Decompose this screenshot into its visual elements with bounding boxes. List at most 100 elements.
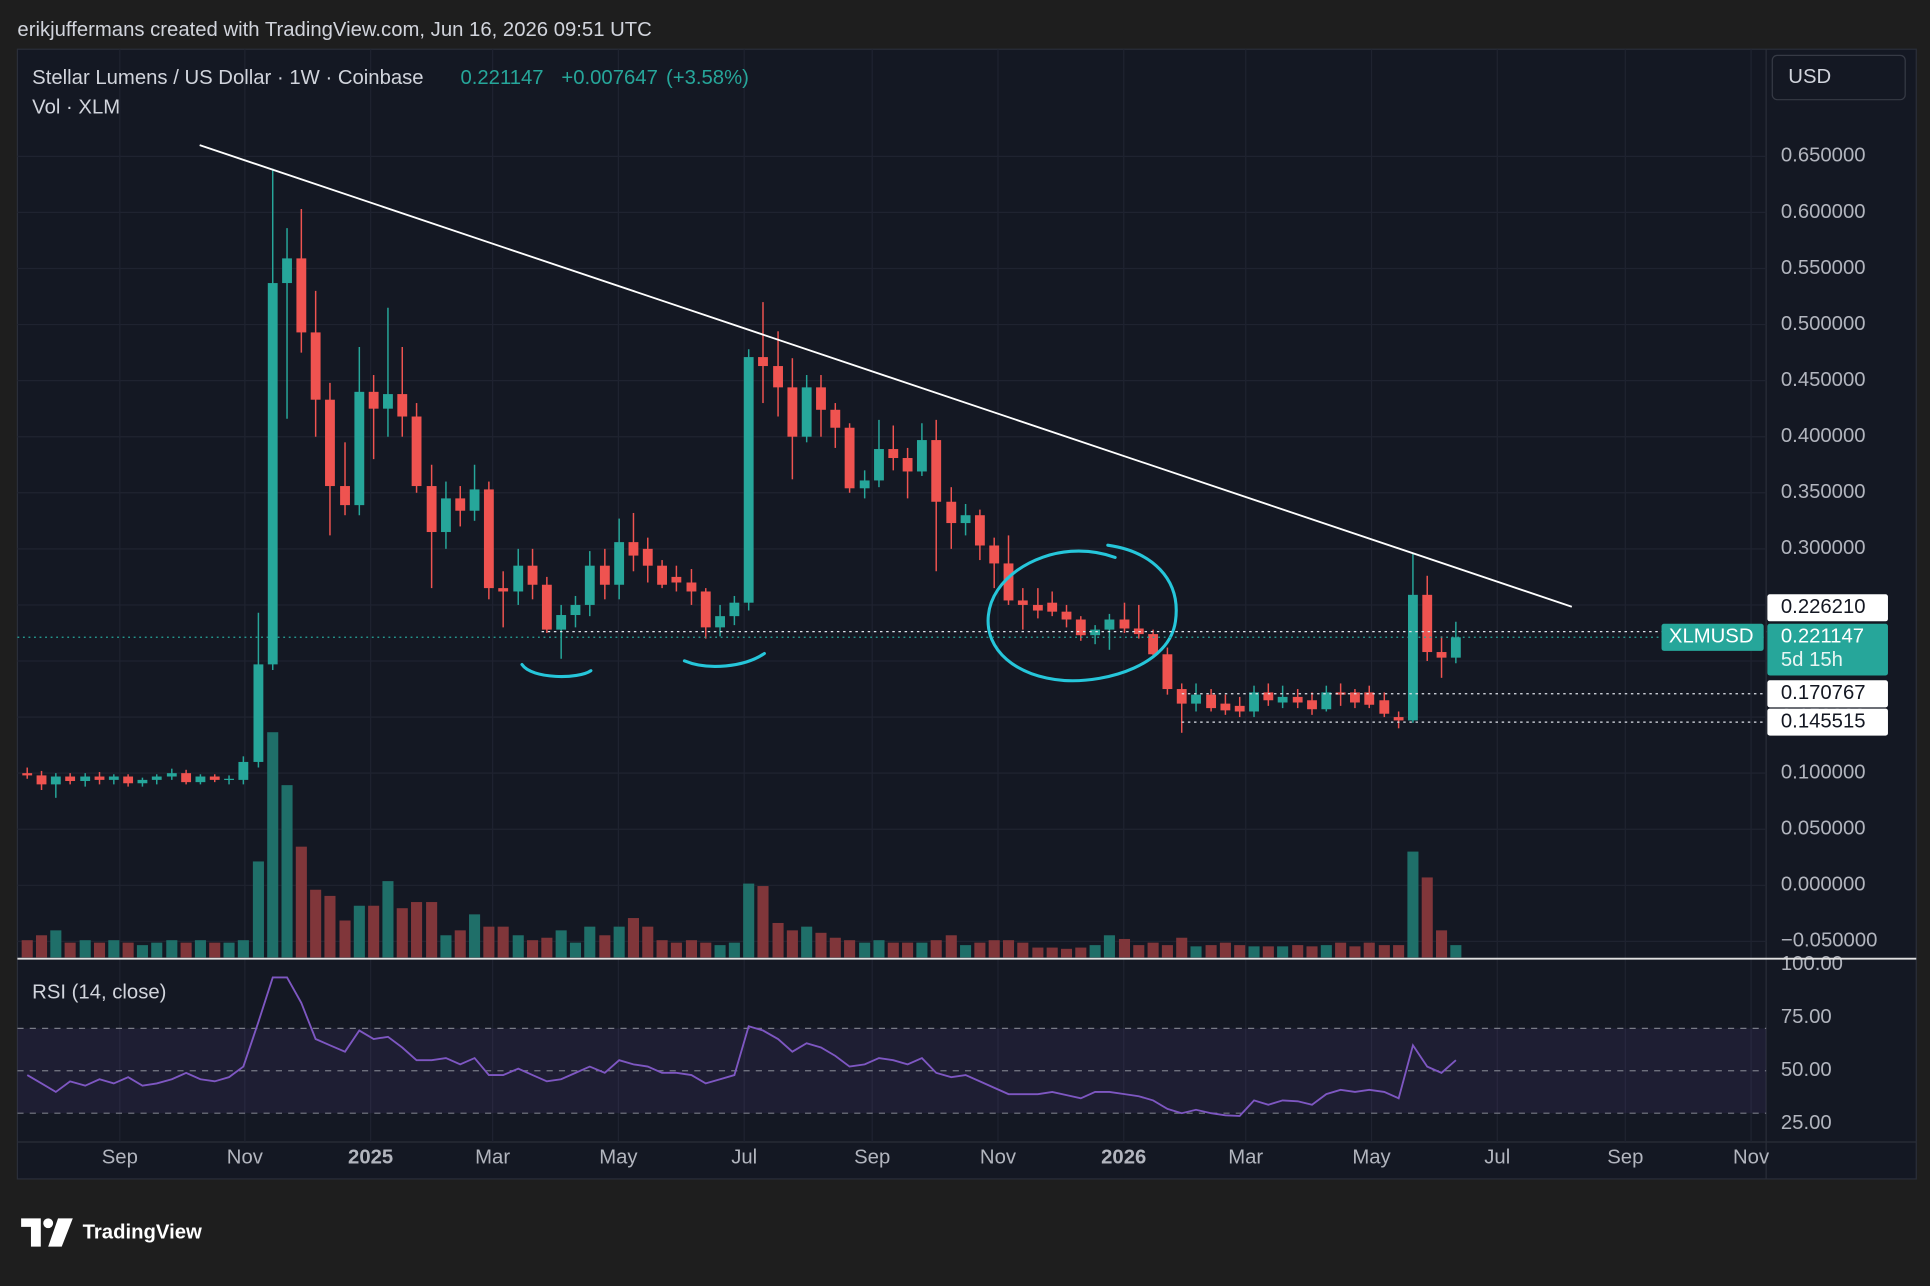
candle-body [1393,717,1404,721]
currency-label[interactable]: USD [1788,66,1831,88]
volume-bar [1262,946,1274,958]
volume-bar [64,942,76,958]
candle-body [599,565,610,585]
volume-bar [627,918,640,958]
candle-body [513,565,524,592]
volume-bar [1393,945,1405,958]
volume-bar [1075,947,1087,958]
y-tick-label: 0.350000 [1781,481,1866,503]
candle-body [1307,700,1317,710]
volume-bar [209,942,221,958]
volume-bar [512,935,524,958]
candle-body [253,664,264,762]
candle-body [628,542,639,556]
candle-body [94,776,105,780]
x-tick-label: Nov [980,1146,1017,1168]
candle-body [441,498,451,533]
candle-body [556,615,567,630]
countdown-label: 5d 15h [1781,649,1843,671]
rsi-tick-label: 50.00 [1781,1059,1832,1081]
annotation-circle [986,543,1178,683]
volume-bar [930,940,942,958]
rsi-title: RSI (14, close) [32,981,166,1003]
candle-body [1234,705,1245,712]
volume-bar [555,930,567,958]
volume-bar [1133,945,1145,958]
volume-bar [382,881,394,958]
candle-body [1408,594,1418,721]
currency-button[interactable] [1771,54,1906,101]
candle-body [657,565,668,585]
volume-bar [642,926,654,958]
volume-bar [1205,945,1217,958]
candle-body [931,440,942,502]
candle-body [181,773,192,783]
volume-bar [426,902,438,958]
volume-bar [339,920,351,958]
volume-bar [324,895,336,958]
candle-body [498,588,509,592]
volume-bar [1161,945,1173,958]
x-tick-label: Sep [1607,1146,1643,1168]
volume-bar [136,945,148,958]
volume-bar [497,926,509,958]
volume-bar [1378,945,1390,958]
volume-bar [194,940,206,958]
volume-bar [1450,945,1462,958]
volume-bar [1176,937,1188,958]
x-tick-label: Nov [1733,1146,1770,1168]
volume-bar [108,940,120,958]
candle-body [65,776,76,782]
volume-bar [786,930,798,958]
y-tick-label: 0.050000 [1781,818,1866,840]
candle-body [22,773,33,776]
candle-body [1162,654,1173,690]
volume-bar [685,940,697,958]
symbol-label-box [1661,623,1764,651]
volume-bar [1277,946,1289,958]
y-tick-label: 0.000000 [1781,874,1866,896]
trendline [199,144,1573,608]
rsi-line [26,976,1457,1117]
volume-bar [310,889,322,958]
drawings [17,144,1767,723]
candle-body [166,773,177,777]
candle-body [974,515,985,546]
volume-bar [267,732,279,958]
volume-bar [1248,946,1260,958]
candle-body [874,449,884,481]
last-price-box [1767,623,1888,676]
volume-bar [223,942,235,958]
candle-body [267,283,278,665]
candle-body [137,779,148,784]
volume-bar [916,942,928,958]
y-tick-label: 0.550000 [1781,257,1866,279]
candle-body [888,449,899,459]
x-tick-label: Nov [227,1146,264,1168]
volume-bar [714,945,726,958]
candle-body [642,548,653,566]
x-tick-label: Sep [102,1146,138,1168]
y-tick-label: 0.300000 [1781,537,1866,559]
logo-mark [21,1218,41,1247]
price-line-label: 0.170767 [1781,682,1866,704]
candle-body [743,357,754,603]
volume-bar [93,942,106,958]
y-tick-label: 0.500000 [1781,313,1866,335]
volume-bar [527,940,539,958]
annotation-arc [682,651,766,668]
volume-bar [252,861,264,958]
volume-bar [1103,935,1115,958]
candle-body [584,565,595,605]
price-line-label: 0.145515 [1781,710,1866,732]
logo-mark [43,1218,54,1229]
candle-body [773,366,783,388]
price-axis: −0.0500000.0000000.0500000.1000000.15000… [102,145,1888,1168]
volume-bar [295,846,307,958]
candle-body [80,776,91,782]
volume-bar [1032,947,1044,958]
volume-bar [180,942,192,958]
last-price: 0.221147 [460,67,543,89]
volume-bar [801,926,813,958]
price-line-label-box [1767,708,1888,736]
